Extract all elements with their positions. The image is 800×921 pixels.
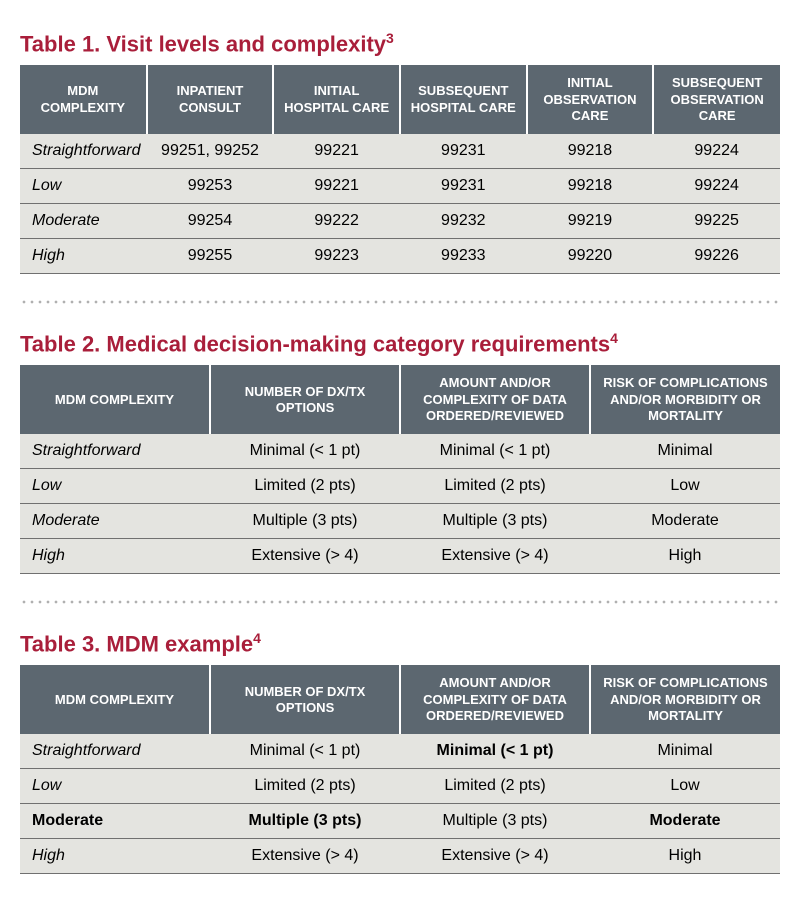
table1: MDM COMPLEXITY INPATIENT CONSULT INITIAL… [20, 65, 780, 274]
cell: 99221 [273, 134, 400, 169]
row-label: Straightforward [20, 734, 210, 769]
table2-h0: MDM COMPLEXITY [20, 365, 210, 434]
cell: 99225 [653, 204, 780, 239]
cell: Multiple (3 pts) [210, 804, 400, 839]
cell: Moderate [590, 504, 780, 539]
cell: Multiple (3 pts) [210, 504, 400, 539]
table-row: ModerateMultiple (3 pts)Multiple (3 pts)… [20, 804, 780, 839]
table3-h3: RISK OF COMPLICATIONS AND/OR MORBIDITY O… [590, 665, 780, 734]
cell: 99220 [527, 239, 654, 274]
cell: 99255 [147, 239, 274, 274]
table3-title-sup: 4 [253, 630, 261, 646]
row-label: Moderate [20, 204, 147, 239]
table2-h3: RISK OF COMPLICATIONS AND/OR MORBIDITY O… [590, 365, 780, 434]
table3-h0: MDM COMPLEXITY [20, 665, 210, 734]
table-row: Straightforward Minimal (< 1 pt) Minimal… [20, 434, 780, 469]
cell: Minimal (< 1 pt) [400, 434, 590, 469]
cell: 99251, 99252 [147, 134, 274, 169]
cell: Extensive (> 4) [210, 839, 400, 874]
cell: Low [590, 469, 780, 504]
table1-h4: INITIAL OBSERVATION CARE [527, 65, 654, 134]
cell: 99226 [653, 239, 780, 274]
cell: High [590, 839, 780, 874]
cell: Minimal (< 1 pt) [400, 734, 590, 769]
row-label: Low [20, 469, 210, 504]
table1-title-sup: 3 [386, 30, 394, 46]
cell: 99218 [527, 134, 654, 169]
cell: Minimal (< 1 pt) [210, 434, 400, 469]
cell: 99219 [527, 204, 654, 239]
cell: 99224 [653, 134, 780, 169]
table3-h2: AMOUNT AND/OR COMPLEXITY OF DATA ORDERED… [400, 665, 590, 734]
table-row: LowLimited (2 pts)Limited (2 pts)Low [20, 769, 780, 804]
table1-h5: SUBSEQUENT OBSERVATION CARE [653, 65, 780, 134]
table3-title-text: Table 3. MDM example [20, 631, 253, 656]
divider [20, 600, 780, 604]
cell: 99233 [400, 239, 527, 274]
row-label: Moderate [20, 504, 210, 539]
table3: MDM COMPLEXITY NUMBER OF DX/TX OPTIONS A… [20, 665, 780, 874]
row-label: Low [20, 769, 210, 804]
table2: MDM COMPLEXITY NUMBER OF DX/TX OPTIONS A… [20, 365, 780, 574]
row-label: Straightforward [20, 434, 210, 469]
cell: 99222 [273, 204, 400, 239]
divider [20, 300, 780, 304]
cell: Extensive (> 4) [210, 539, 400, 574]
table2-h1: NUMBER OF DX/TX OPTIONS [210, 365, 400, 434]
table1-title-text: Table 1. Visit levels and complexity [20, 31, 386, 56]
cell: 99223 [273, 239, 400, 274]
table1-h0: MDM COMPLEXITY [20, 65, 147, 134]
cell: 99232 [400, 204, 527, 239]
table3-title: Table 3. MDM example4 [20, 630, 780, 657]
row-label: High [20, 539, 210, 574]
cell: 99231 [400, 169, 527, 204]
row-label: Straightforward [20, 134, 147, 169]
row-label: High [20, 839, 210, 874]
table-row: Low 99253 99221 99231 99218 99224 [20, 169, 780, 204]
cell: Limited (2 pts) [210, 469, 400, 504]
table-row: High Extensive (> 4) Extensive (> 4) Hig… [20, 539, 780, 574]
row-label: Low [20, 169, 147, 204]
row-label: Moderate [20, 804, 210, 839]
table-row: Low Limited (2 pts) Limited (2 pts) Low [20, 469, 780, 504]
cell: Minimal (< 1 pt) [210, 734, 400, 769]
table-row: Moderate 99254 99222 99232 99219 99225 [20, 204, 780, 239]
table-row: StraightforwardMinimal (< 1 pt)Minimal (… [20, 734, 780, 769]
cell: 99254 [147, 204, 274, 239]
cell: High [590, 539, 780, 574]
cell: Extensive (> 4) [400, 839, 590, 874]
table-row: High 99255 99223 99233 99220 99226 [20, 239, 780, 274]
table-row: HighExtensive (> 4)Extensive (> 4)High [20, 839, 780, 874]
cell: Multiple (3 pts) [400, 804, 590, 839]
cell: 99221 [273, 169, 400, 204]
cell: Minimal [590, 734, 780, 769]
cell: Extensive (> 4) [400, 539, 590, 574]
cell: 99253 [147, 169, 274, 204]
table1-h3: SUBSEQUENT HOSPITAL CARE [400, 65, 527, 134]
cell: Minimal [590, 434, 780, 469]
cell: 99218 [527, 169, 654, 204]
table2-title: Table 2. Medical decision-making categor… [20, 330, 780, 357]
cell: Limited (2 pts) [210, 769, 400, 804]
table3-h1: NUMBER OF DX/TX OPTIONS [210, 665, 400, 734]
table2-title-sup: 4 [610, 330, 618, 346]
table1-title: Table 1. Visit levels and complexity3 [20, 30, 780, 57]
table1-h1: INPATIENT CONSULT [147, 65, 274, 134]
table-row: Moderate Multiple (3 pts) Multiple (3 pt… [20, 504, 780, 539]
cell: 99224 [653, 169, 780, 204]
table2-h2: AMOUNT AND/OR COMPLEXITY OF DATA ORDERED… [400, 365, 590, 434]
cell: Moderate [590, 804, 780, 839]
cell: Limited (2 pts) [400, 469, 590, 504]
table-row: Straightforward 99251, 99252 99221 99231… [20, 134, 780, 169]
cell: Low [590, 769, 780, 804]
cell: Limited (2 pts) [400, 769, 590, 804]
cell: 99231 [400, 134, 527, 169]
table2-title-text: Table 2. Medical decision-making categor… [20, 331, 610, 356]
table1-h2: INITIAL HOSPITAL CARE [273, 65, 400, 134]
cell: Multiple (3 pts) [400, 504, 590, 539]
row-label: High [20, 239, 147, 274]
